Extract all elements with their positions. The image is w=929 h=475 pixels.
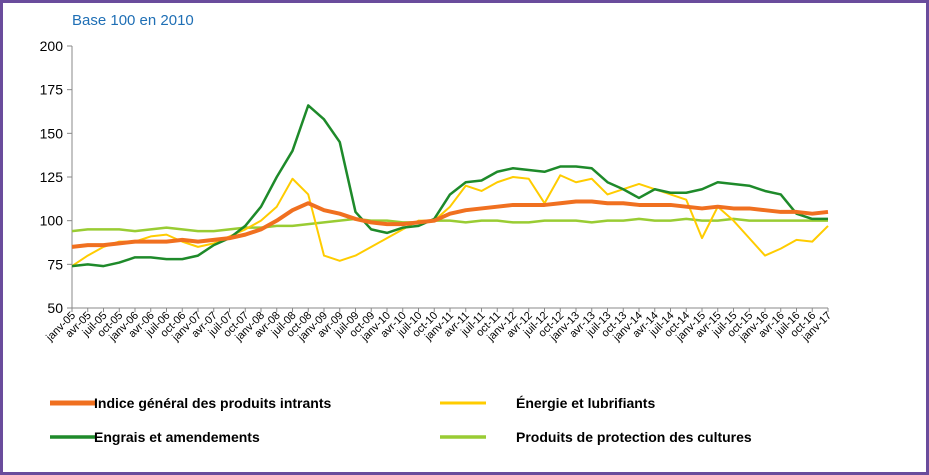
y-tick-label: 75 xyxy=(47,256,63,272)
legend-label: Indice général des produits intrants xyxy=(94,395,331,411)
y-tick-label: 150 xyxy=(40,125,64,141)
series-line xyxy=(71,199,829,249)
y-tick-label: 175 xyxy=(40,82,64,98)
chart-subtitle: Base 100 en 2010 xyxy=(72,12,194,29)
series-line xyxy=(71,174,829,267)
y-tick-label: 100 xyxy=(40,213,64,229)
y-tick-label: 125 xyxy=(40,169,64,185)
series-line xyxy=(71,217,828,233)
legend-label: Énergie et lubrifiants xyxy=(516,395,655,411)
y-tick-label: 50 xyxy=(47,300,63,316)
series-line xyxy=(71,104,828,268)
legend-label: Produits de protection des cultures xyxy=(516,429,752,445)
legend-label: Engrais et amendements xyxy=(94,429,260,445)
y-tick-label: 200 xyxy=(40,38,64,54)
